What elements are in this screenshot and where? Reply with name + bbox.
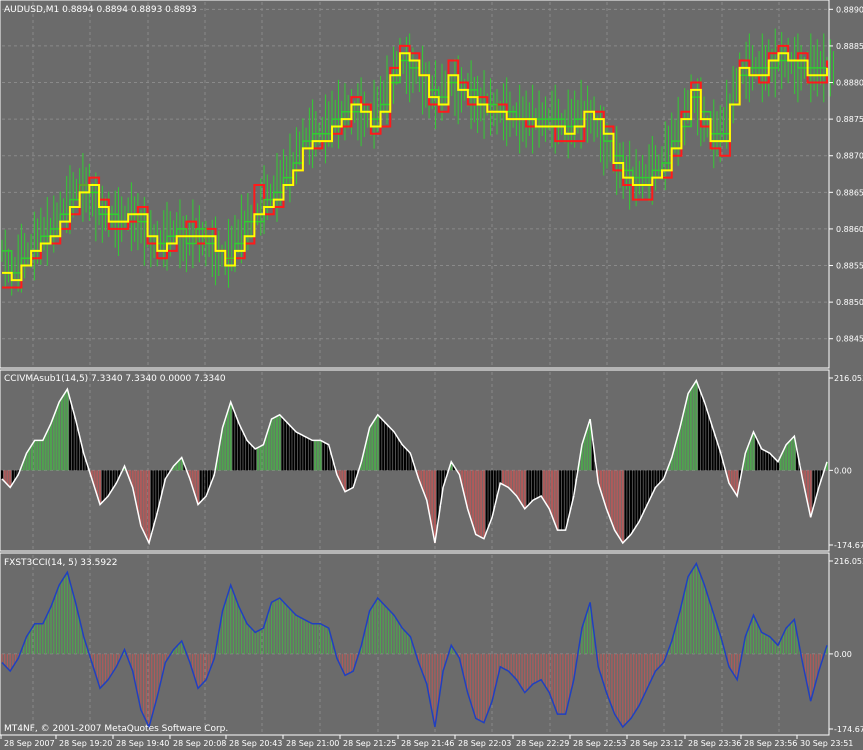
x-tick-label: 28 Sep 22:53: [573, 739, 626, 748]
cci-vma-line: [1, 378, 828, 546]
y-tick-label: 0.8870: [836, 152, 863, 161]
fxst3cci-panel-title: FXST3CCI(14, 5) 33.5922: [4, 558, 118, 568]
fxst3cci-histogram: [1, 563, 828, 727]
x-tick-label: 28 Sep 19:20: [59, 739, 112, 748]
cci-vma-histogram: [1, 380, 828, 544]
x-tick-label: 28 Sep 22:03: [458, 739, 511, 748]
cci-vma-panel[interactable]: CCIVMAsub1(14,5) 7.3340 7.3340 0.0000 7.…: [0, 369, 863, 552]
price-lines: [2, 44, 828, 289]
price-y-axis: 0.8890 0.8885 0.8880 0.8875 0.8870 0.8865 0.88…: [829, 5, 863, 344]
y-tick-label: 0.8865: [836, 188, 863, 197]
y-tick-label: 0.00: [834, 650, 852, 659]
y-tick-label: 0.00: [834, 466, 852, 475]
fxst3cci-y-axis: 216.0539 0.00 -174.673: [829, 557, 863, 734]
y-tick-label: 216.0539: [834, 374, 863, 383]
cci-vma-panel-title: CCIVMAsub1(14,5) 7.3340 7.3340 0.0000 7.…: [4, 374, 226, 384]
y-tick-label: 0.8845: [836, 335, 863, 344]
x-tick-label: 28 Sep 21:00: [286, 739, 339, 748]
price-panel[interactable]: AUDUSD,M1 0.8894 0.8894 0.8893 0.8893 0.…: [0, 0, 863, 369]
x-tick-label: 30 Sep 23:51: [800, 739, 853, 748]
fxst3cci-panel-frame: [0, 552, 830, 736]
yellow-ma-line: [2, 52, 828, 282]
x-tick-label: 28 Sep 23:36: [688, 739, 741, 748]
cci-vma-panel-frame: [0, 369, 830, 552]
fxst3cci-line: [1, 561, 828, 730]
y-tick-label: 216.0539: [834, 557, 863, 566]
x-tick-label: 28 Sep 2007: [4, 739, 55, 748]
fxst3cci-panel[interactable]: FXST3CCI(14, 5) 33.5922 MT4NF, © 2001-20…: [0, 552, 863, 736]
x-tick-label: 28 Sep 20:43: [229, 739, 282, 748]
y-tick-label: -174.673: [834, 541, 863, 550]
x-tick-label: 28 Sep 21:46: [401, 739, 454, 748]
x-tick-label: 28 Sep 21:25: [343, 739, 396, 748]
price-panel-title: AUDUSD,M1 0.8894 0.8894 0.8893 0.8893: [4, 5, 197, 15]
copyright-text: MT4NF, © 2001-2007 MetaQuotes Software C…: [4, 724, 228, 734]
cci-vma-y-axis: 216.0539 0.00 -174.673: [829, 374, 863, 550]
x-tick-label: 28 Sep 19:40: [116, 739, 169, 748]
y-tick-label: 0.8880: [836, 79, 863, 88]
y-tick-label: 0.8860: [836, 225, 863, 234]
y-tick-label: 0.8850: [836, 298, 863, 307]
y-tick-label: 0.8890: [836, 5, 863, 14]
x-tick-label: 28 Sep 22:29: [516, 739, 569, 748]
y-tick-label: 0.8875: [836, 115, 863, 124]
y-tick-label: 0.8885: [836, 42, 863, 51]
x-tick-label: 28 Sep 23:56: [744, 739, 797, 748]
y-tick-label: -174.673: [834, 725, 863, 734]
x-tick-label: 28 Sep 20:08: [173, 739, 226, 748]
cci-line: [1, 378, 828, 546]
time-axis: 28 Sep 2007 28 Sep 19:20 28 Sep 19:40 28 Se…: [0, 735, 853, 748]
red-ma-line: [2, 44, 828, 289]
x-tick-label: 28 Sep 23:12: [630, 739, 683, 748]
cci-line: [1, 561, 828, 730]
price-panel-frame: [0, 0, 830, 369]
y-tick-label: 0.8855: [836, 262, 863, 271]
